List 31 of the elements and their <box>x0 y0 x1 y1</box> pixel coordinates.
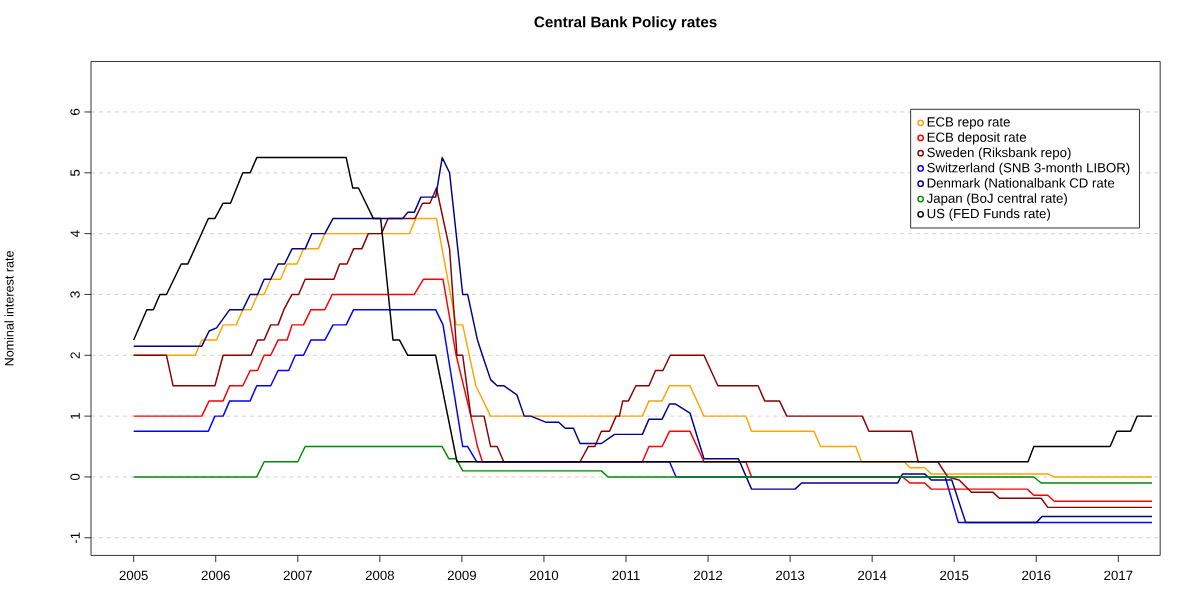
legend-label: ECB deposit rate <box>927 132 1026 145</box>
legend-label: US (FED Funds rate) <box>927 208 1050 221</box>
y-tick-label: 2 <box>70 352 80 359</box>
legend-label: ECB repo rate <box>927 117 1010 130</box>
x-tick-label: 2012 <box>694 570 723 580</box>
y-tick-label: 5 <box>70 169 80 176</box>
x-tick-label: 2013 <box>776 570 805 580</box>
legend-label: Switzerland (SNB 3-month LIBOR) <box>927 162 1130 175</box>
y-axis-title: Nominal interest rate <box>4 251 14 366</box>
x-tick-label: 2017 <box>1104 570 1133 580</box>
line-series <box>132 445 1153 484</box>
chart-title: Central Bank Policy rates <box>534 16 717 31</box>
y-tick-label: 6 <box>70 108 80 115</box>
y-tick-label: -1 <box>70 532 80 544</box>
x-tick-label: 2005 <box>119 570 148 580</box>
x-tick-label: 2016 <box>1022 570 1051 580</box>
x-tick-label: 2007 <box>283 570 312 580</box>
x-tick-label: 2010 <box>529 570 559 580</box>
legend-label: Sweden (Riksbank repo) <box>927 147 1071 160</box>
y-tick-label: 4 <box>70 230 80 237</box>
legend-label: Japan (BoJ central rate) <box>926 193 1067 206</box>
x-tick-label: 2015 <box>940 570 969 580</box>
legend-label: Denmark (Nationalbank CD rate <box>927 177 1115 191</box>
x-tick-label: 2011 <box>612 570 640 580</box>
x-tick-label: 2006 <box>201 570 230 580</box>
x-tick-label: 2014 <box>858 570 887 580</box>
y-tick-label: 1 <box>70 413 80 419</box>
x-tick-label: 2008 <box>365 570 394 580</box>
x-tick-label: 2009 <box>447 570 476 580</box>
y-tick-label: 0 <box>70 473 80 481</box>
y-tick-label: 3 <box>70 291 80 298</box>
